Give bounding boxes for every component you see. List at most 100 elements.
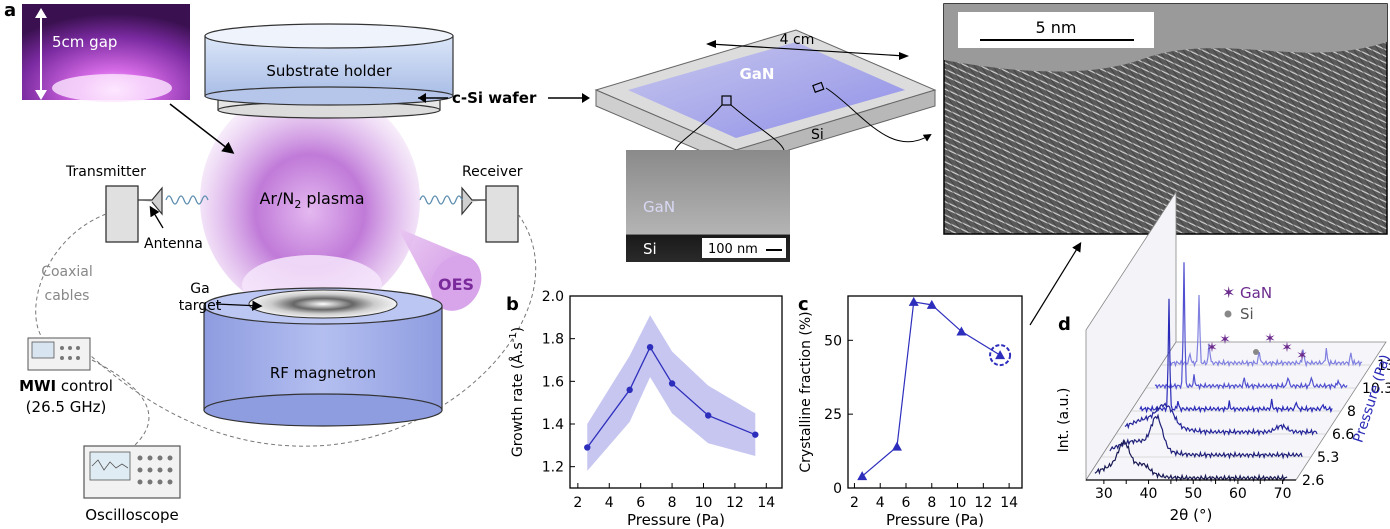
y-tick-label: 1.6 [542,374,564,390]
legend-gan-marker: ✶ [1222,283,1235,302]
wafer-substrate-label: Si [811,127,824,143]
xrd-series-line [1169,294,1363,368]
x-tick-label: 10 [949,495,967,511]
wafer-film-label: GaN [740,65,775,83]
substrate-holder: Substrate holder [204,23,454,119]
xrd-series-line [1109,413,1303,460]
panel-label-d: d [1058,314,1071,335]
x-axis-label: Pressure (Pa) [886,511,984,529]
y-axis-label: Growth rate (Å.s-1) [508,327,526,457]
xrd-series-line [1139,298,1333,414]
data-point [857,471,868,481]
pressure-label: 8 [1347,404,1356,420]
data-point [626,386,633,394]
y-tick-label: 2.0 [542,289,564,305]
panel-label-a: a [4,0,16,21]
plot-frame [847,295,1023,489]
mwi-frequency: (26.5 GHz) [26,398,107,416]
target-label: target [179,298,222,314]
gan-peak-marker: ✶ [1296,348,1308,364]
crystalline-fraction-chart: 2 4 6 8 10 12 14 0 25 50 Pressure (Pa) Crystalline … [798,295,1023,529]
growth-rate-chart: 2 4 6 8 10 12 14 1.2 1.4 1.6 1.8 2.0 Pressure (Pa) Gr… [508,289,783,529]
x-tick-label: 4 [605,495,614,511]
x-tick-label: 10 [695,495,713,511]
gan-peak-marker: ✶ [1219,332,1231,348]
x-tick-label: 8 [927,495,936,511]
error-band [587,315,756,471]
plot-frame [569,295,783,489]
data-point [646,344,654,351]
magnetron-label: RF magnetron [270,364,376,382]
xrd-waterfall-chart: 13.310.386.65.32.6✶✶✶✶✶✶GaNSi30405060702… [1056,190,1390,524]
wafer-label: c-Si wafer [452,89,537,107]
gan-peak-marker: ✶ [1206,340,1218,356]
sem-zoom-marker [721,95,732,106]
wafer-3d: GaN Si 4 cm [594,29,937,167]
x-tick-label: 2 [850,495,859,511]
pressure-label: 13.3 [1377,358,1390,374]
gap-label: 5cm gap [52,33,117,51]
highlight-circle [989,344,1012,367]
oscilloscope-icon [83,445,181,499]
panel-label-c: c [798,294,809,315]
y-tick-label: 1.8 [542,332,564,348]
data-point [704,412,712,419]
legend-si-marker [1224,310,1232,318]
tem-link-arrow [1029,241,1082,326]
sem-film-label: GaN [643,198,675,216]
xrd-series-line [1094,438,1288,483]
x-axis-label: Pressure (Pa) [627,511,725,529]
receiver-label: Receiver [462,164,523,180]
panel-label-b: b [506,294,519,315]
x-tick-label: 6 [636,495,645,511]
gan-peak-marker: ✶ [1281,340,1293,356]
mwi-label: MWI control [19,377,113,395]
tem-image: 5 nm [943,3,1388,235]
photo-arrow [169,103,235,154]
x-tick-label: 14 [757,495,775,511]
pressure-label: 10.3 [1362,381,1390,397]
coaxial-label: Coaxial [41,264,93,280]
x-tick-label: 12 [974,495,992,511]
x-tick-label: 12 [726,495,744,511]
oes-label: OES [438,275,474,294]
data-point [908,296,919,306]
data-point [752,431,759,438]
y-tick-label: 25 [824,407,842,423]
y-axis-label: Crystalline fraction (%) [798,311,814,472]
series-line [586,345,756,448]
coax-cable-right [89,213,537,447]
data-point [956,326,967,336]
x-tick-label: 4 [876,495,885,511]
x-tick-label: 14 [1000,495,1018,511]
ga-label: Ga [190,281,209,297]
transmitter-label: Transmitter [65,164,146,180]
wafer-pointer: c-Si wafer [418,89,590,107]
x-tick-label: 2 [573,495,582,511]
x-tick-label: 40 [1140,486,1158,502]
data-point [668,380,676,387]
substrate-holder-label: Substrate holder [266,62,392,80]
x-tick-label: 6 [902,495,911,511]
sem-substrate-label: Si [643,240,657,258]
rf-magnetron: RF magnetron [203,287,443,427]
y-axis-label: Int. (a.u.) [1056,388,1072,453]
series-line [861,301,1001,477]
scope-cable [91,359,150,446]
pressure-label: 6.6 [1332,427,1354,443]
receive-wave-icon [419,195,463,205]
data-point [584,444,591,451]
sem-scale-label: 100 nm [708,242,758,257]
x-tick-label: 70 [1274,486,1292,502]
antenna-label: Antenna [144,236,203,252]
xrd-series-line [1124,402,1318,437]
y-tick-label: 0 [833,481,842,497]
wafer-width-label: 4 cm [780,32,815,48]
tem-zoom-marker [812,81,825,93]
gan-peak-marker: ✶ [1264,331,1276,347]
legend-gan-label: GaN [1240,284,1272,302]
mwi-control-device [27,337,91,371]
data-point [891,441,902,451]
oes-detector: OES [398,228,482,311]
x-axis-label: 2θ (°) [1170,506,1213,524]
